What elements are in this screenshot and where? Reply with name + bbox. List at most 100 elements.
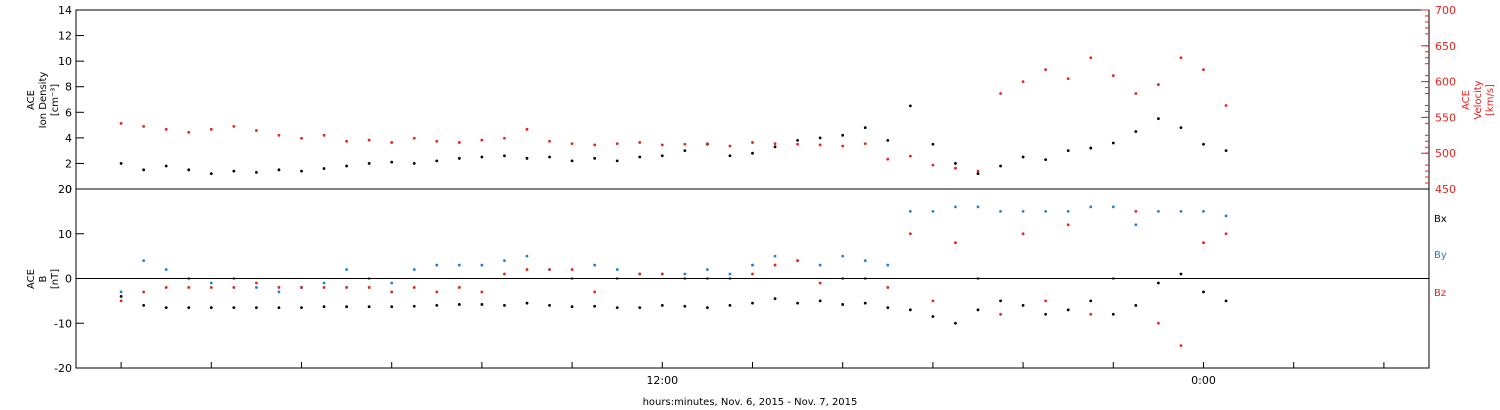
- black-point: [232, 169, 236, 173]
- Bx-point: [164, 306, 168, 309]
- red-point: [1224, 104, 1228, 107]
- black-point: [751, 151, 754, 155]
- Bx-point: [232, 306, 236, 309]
- Bx-point: [1224, 299, 1228, 303]
- Bx-point: [119, 295, 123, 298]
- Bz-point: [908, 232, 912, 236]
- y-tick-label: 500: [1435, 147, 1456, 160]
- red-point: [660, 143, 664, 147]
- Bx-point: [660, 303, 664, 307]
- black-point: [209, 172, 213, 176]
- y-tick-label: 2: [65, 157, 72, 170]
- black-point: [1044, 158, 1048, 161]
- black-point: [480, 155, 484, 159]
- Bz-point: [1021, 232, 1025, 236]
- Bx-point: [683, 304, 687, 308]
- Bx-point: [1066, 308, 1070, 312]
- Bz-point: [570, 268, 574, 271]
- Bz-point: [1179, 344, 1183, 348]
- red-point: [277, 133, 281, 137]
- y-tick-label: 0: [65, 183, 72, 196]
- top-left-y-ticks: 0 2 4 6 8 10 12 14: [58, 4, 84, 196]
- y-tick-label: 0: [65, 273, 72, 286]
- y-tick-label: -20: [54, 362, 72, 375]
- Bx-point: [931, 315, 935, 318]
- red-point: [525, 127, 529, 131]
- red-point: [1179, 56, 1183, 60]
- By-point: [683, 272, 687, 276]
- black-point: [1089, 146, 1093, 150]
- Bz-point: [1202, 241, 1205, 245]
- black-point: [345, 164, 348, 168]
- Bx-point: [548, 303, 551, 307]
- Bx-point: [503, 303, 506, 307]
- By-point: [818, 263, 822, 267]
- By-point: [345, 268, 348, 271]
- red-point: [322, 133, 326, 137]
- Bz-point: [412, 286, 416, 289]
- black-point: [683, 149, 687, 153]
- top-right-ylabel-2: Velocity: [1473, 80, 1484, 119]
- black-point: [863, 126, 867, 130]
- By-point: [706, 268, 709, 271]
- Bz-point: [886, 286, 890, 289]
- Bz-point: [187, 286, 191, 289]
- Bx-point: [886, 306, 890, 309]
- Bz-point: [1224, 232, 1228, 236]
- Bx-point: [1021, 303, 1025, 307]
- black-point: [841, 133, 845, 137]
- y-tick-label: 14: [58, 4, 72, 17]
- By-point: [751, 263, 754, 267]
- Bx-point: [1202, 290, 1205, 294]
- By-point: [525, 254, 529, 258]
- By-point: [1021, 209, 1025, 213]
- By-point: [593, 263, 597, 267]
- Bz-point: [751, 272, 754, 276]
- red-point: [1021, 80, 1025, 83]
- Bz-point: [209, 286, 213, 289]
- Bx-point: [1134, 303, 1138, 307]
- By-point: [119, 290, 123, 294]
- red-point: [1134, 92, 1138, 95]
- red-point: [119, 121, 123, 125]
- Bx-point: [954, 321, 957, 325]
- Bz-point: [999, 312, 1002, 316]
- black-point: [277, 168, 281, 172]
- Bx-point: [728, 303, 732, 307]
- Bz-point: [1157, 321, 1160, 325]
- Bx-point: [908, 308, 912, 312]
- Bx-point: [390, 305, 394, 309]
- black-point: [1111, 141, 1115, 145]
- black-point: [818, 136, 822, 140]
- red-point: [390, 141, 394, 144]
- black-point: [1179, 126, 1183, 130]
- Bx-point: [593, 304, 597, 308]
- red-point: [232, 124, 236, 128]
- Bz-point: [1089, 312, 1093, 316]
- Bz-point: [1044, 299, 1048, 303]
- Bz-point: [954, 241, 957, 245]
- red-point: [706, 142, 709, 146]
- bottom-left-ylabel-3: [nT]: [50, 269, 61, 289]
- red-point: [1111, 74, 1115, 78]
- red-point: [345, 139, 348, 143]
- black-point: [954, 162, 957, 165]
- Bz-point: [390, 290, 394, 294]
- By-point: [954, 205, 957, 209]
- black-point: [886, 139, 890, 142]
- top-right-ylabel-3: [km/s]: [1485, 84, 1496, 116]
- legend-By: By: [1434, 250, 1447, 261]
- y-tick-label: 8: [65, 81, 72, 94]
- By-point: [615, 268, 619, 271]
- black-point: [570, 159, 574, 163]
- Bx-point: [300, 306, 303, 309]
- By-point: [390, 281, 394, 285]
- black-point: [908, 104, 912, 108]
- Bx-point: [345, 305, 348, 309]
- black-point: [1134, 130, 1138, 133]
- Bx-point: [277, 306, 281, 309]
- y-tick-label: 20: [58, 183, 72, 196]
- Bx-point: [142, 303, 146, 307]
- By-point: [1179, 209, 1183, 213]
